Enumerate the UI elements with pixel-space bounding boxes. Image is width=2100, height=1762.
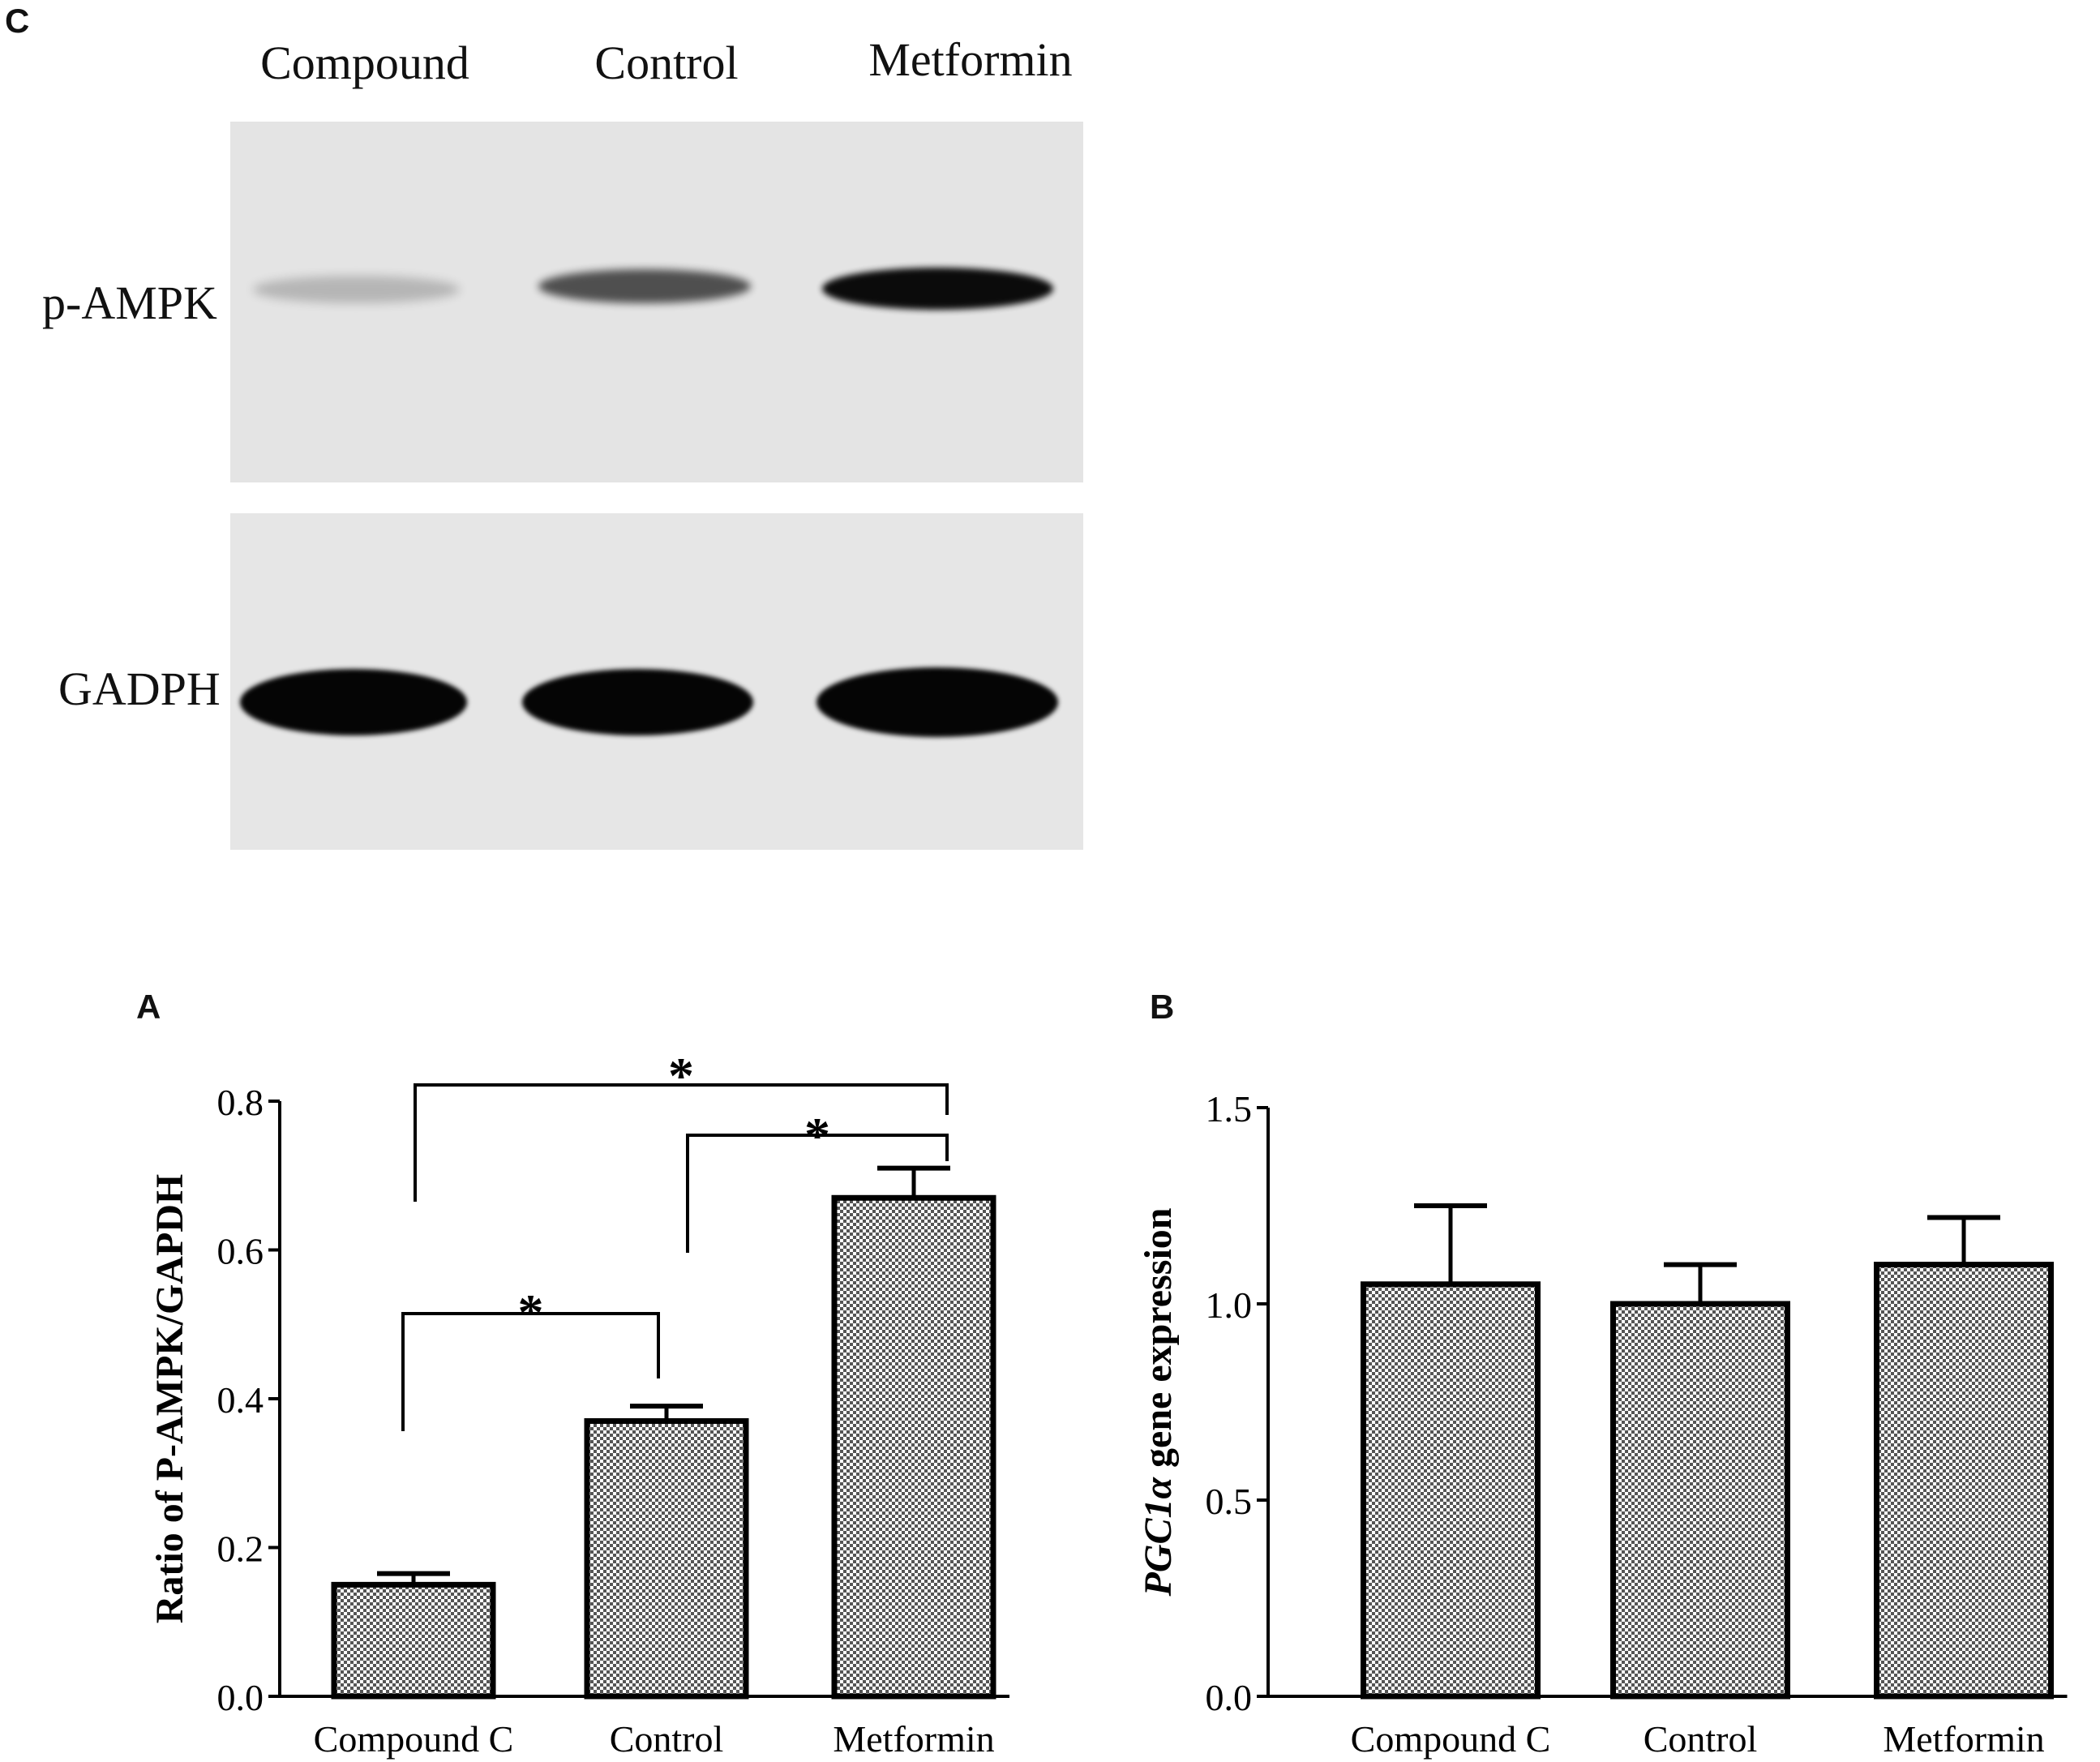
- y-axis-label-rest: gene expression: [1137, 1208, 1180, 1477]
- lane-label-metformin: Metformin: [868, 33, 1073, 86]
- y-axis-label-italic: PGC1α: [1137, 1477, 1180, 1597]
- x-tick-label: Compound C: [1351, 1718, 1551, 1760]
- significance-star: *: [804, 1107, 830, 1164]
- y-tick-label: 0.5: [1206, 1481, 1253, 1522]
- band-p-ampk-control: [538, 269, 751, 303]
- bar: [1610, 1301, 1790, 1700]
- band-gadph-compound: [240, 669, 467, 735]
- bar: [831, 1194, 996, 1700]
- y-tick-label: 1.0: [1206, 1284, 1253, 1326]
- chart-a: 0.0 0.2 0.4 0.6 0.8 Compound C Control Metformi…: [148, 1047, 1009, 1760]
- x-tick-label: Control: [610, 1718, 724, 1760]
- bar: [1874, 1262, 2054, 1700]
- significance-bracket: [414, 1083, 949, 1202]
- row-label-gadph: GADPH: [58, 662, 221, 715]
- blot-gadph: [230, 513, 1083, 850]
- significance-star: *: [518, 1284, 544, 1341]
- y-tick-label: 0.8: [217, 1082, 264, 1123]
- y-tick-label: 0.0: [217, 1677, 264, 1718]
- y-tick-label: 1.5: [1206, 1088, 1253, 1130]
- band-gadph-metformin: [816, 667, 1058, 737]
- y-tick-label: 0.4: [217, 1379, 264, 1421]
- y-axis-label: PGC1α gene expression: [1137, 1208, 1180, 1597]
- x-tick-label: Metformin: [1883, 1718, 2044, 1760]
- row-label-p-ampk: p-AMPK: [42, 277, 217, 329]
- panel-c-label: C: [5, 2, 30, 40]
- panel-a-label: A: [136, 988, 161, 1026]
- significance-bracket: [401, 1312, 660, 1431]
- band-p-ampk-compound: [253, 276, 460, 303]
- y-tick-label: 0.6: [217, 1231, 264, 1272]
- band-gadph-control: [522, 669, 753, 735]
- bar: [1361, 1281, 1541, 1700]
- y-axis-label: Ratio of P-AMPK/GAPDH: [148, 1174, 191, 1624]
- panel-b-label: B: [1150, 988, 1175, 1026]
- lane-label-compound: Compound: [260, 36, 469, 89]
- x-tick-label: Metformin: [833, 1718, 994, 1760]
- bar: [584, 1418, 749, 1700]
- y-tick-label: 0.0: [1206, 1677, 1253, 1718]
- x-tick-label: Control: [1644, 1718, 1758, 1760]
- lane-label-control: Control: [594, 36, 739, 89]
- bar: [331, 1581, 496, 1700]
- y-tick-label: 0.2: [217, 1528, 264, 1570]
- band-p-ampk-metformin: [822, 268, 1053, 310]
- blot-p-ampk: [230, 122, 1083, 482]
- significance-bracket: [686, 1134, 949, 1253]
- significance-star: *: [668, 1047, 694, 1104]
- chart-b: 0.0 0.5 1.0 1.5 Compound C Control Metformin PG…: [1137, 1088, 2068, 1760]
- x-tick-label: Compound C: [314, 1718, 514, 1760]
